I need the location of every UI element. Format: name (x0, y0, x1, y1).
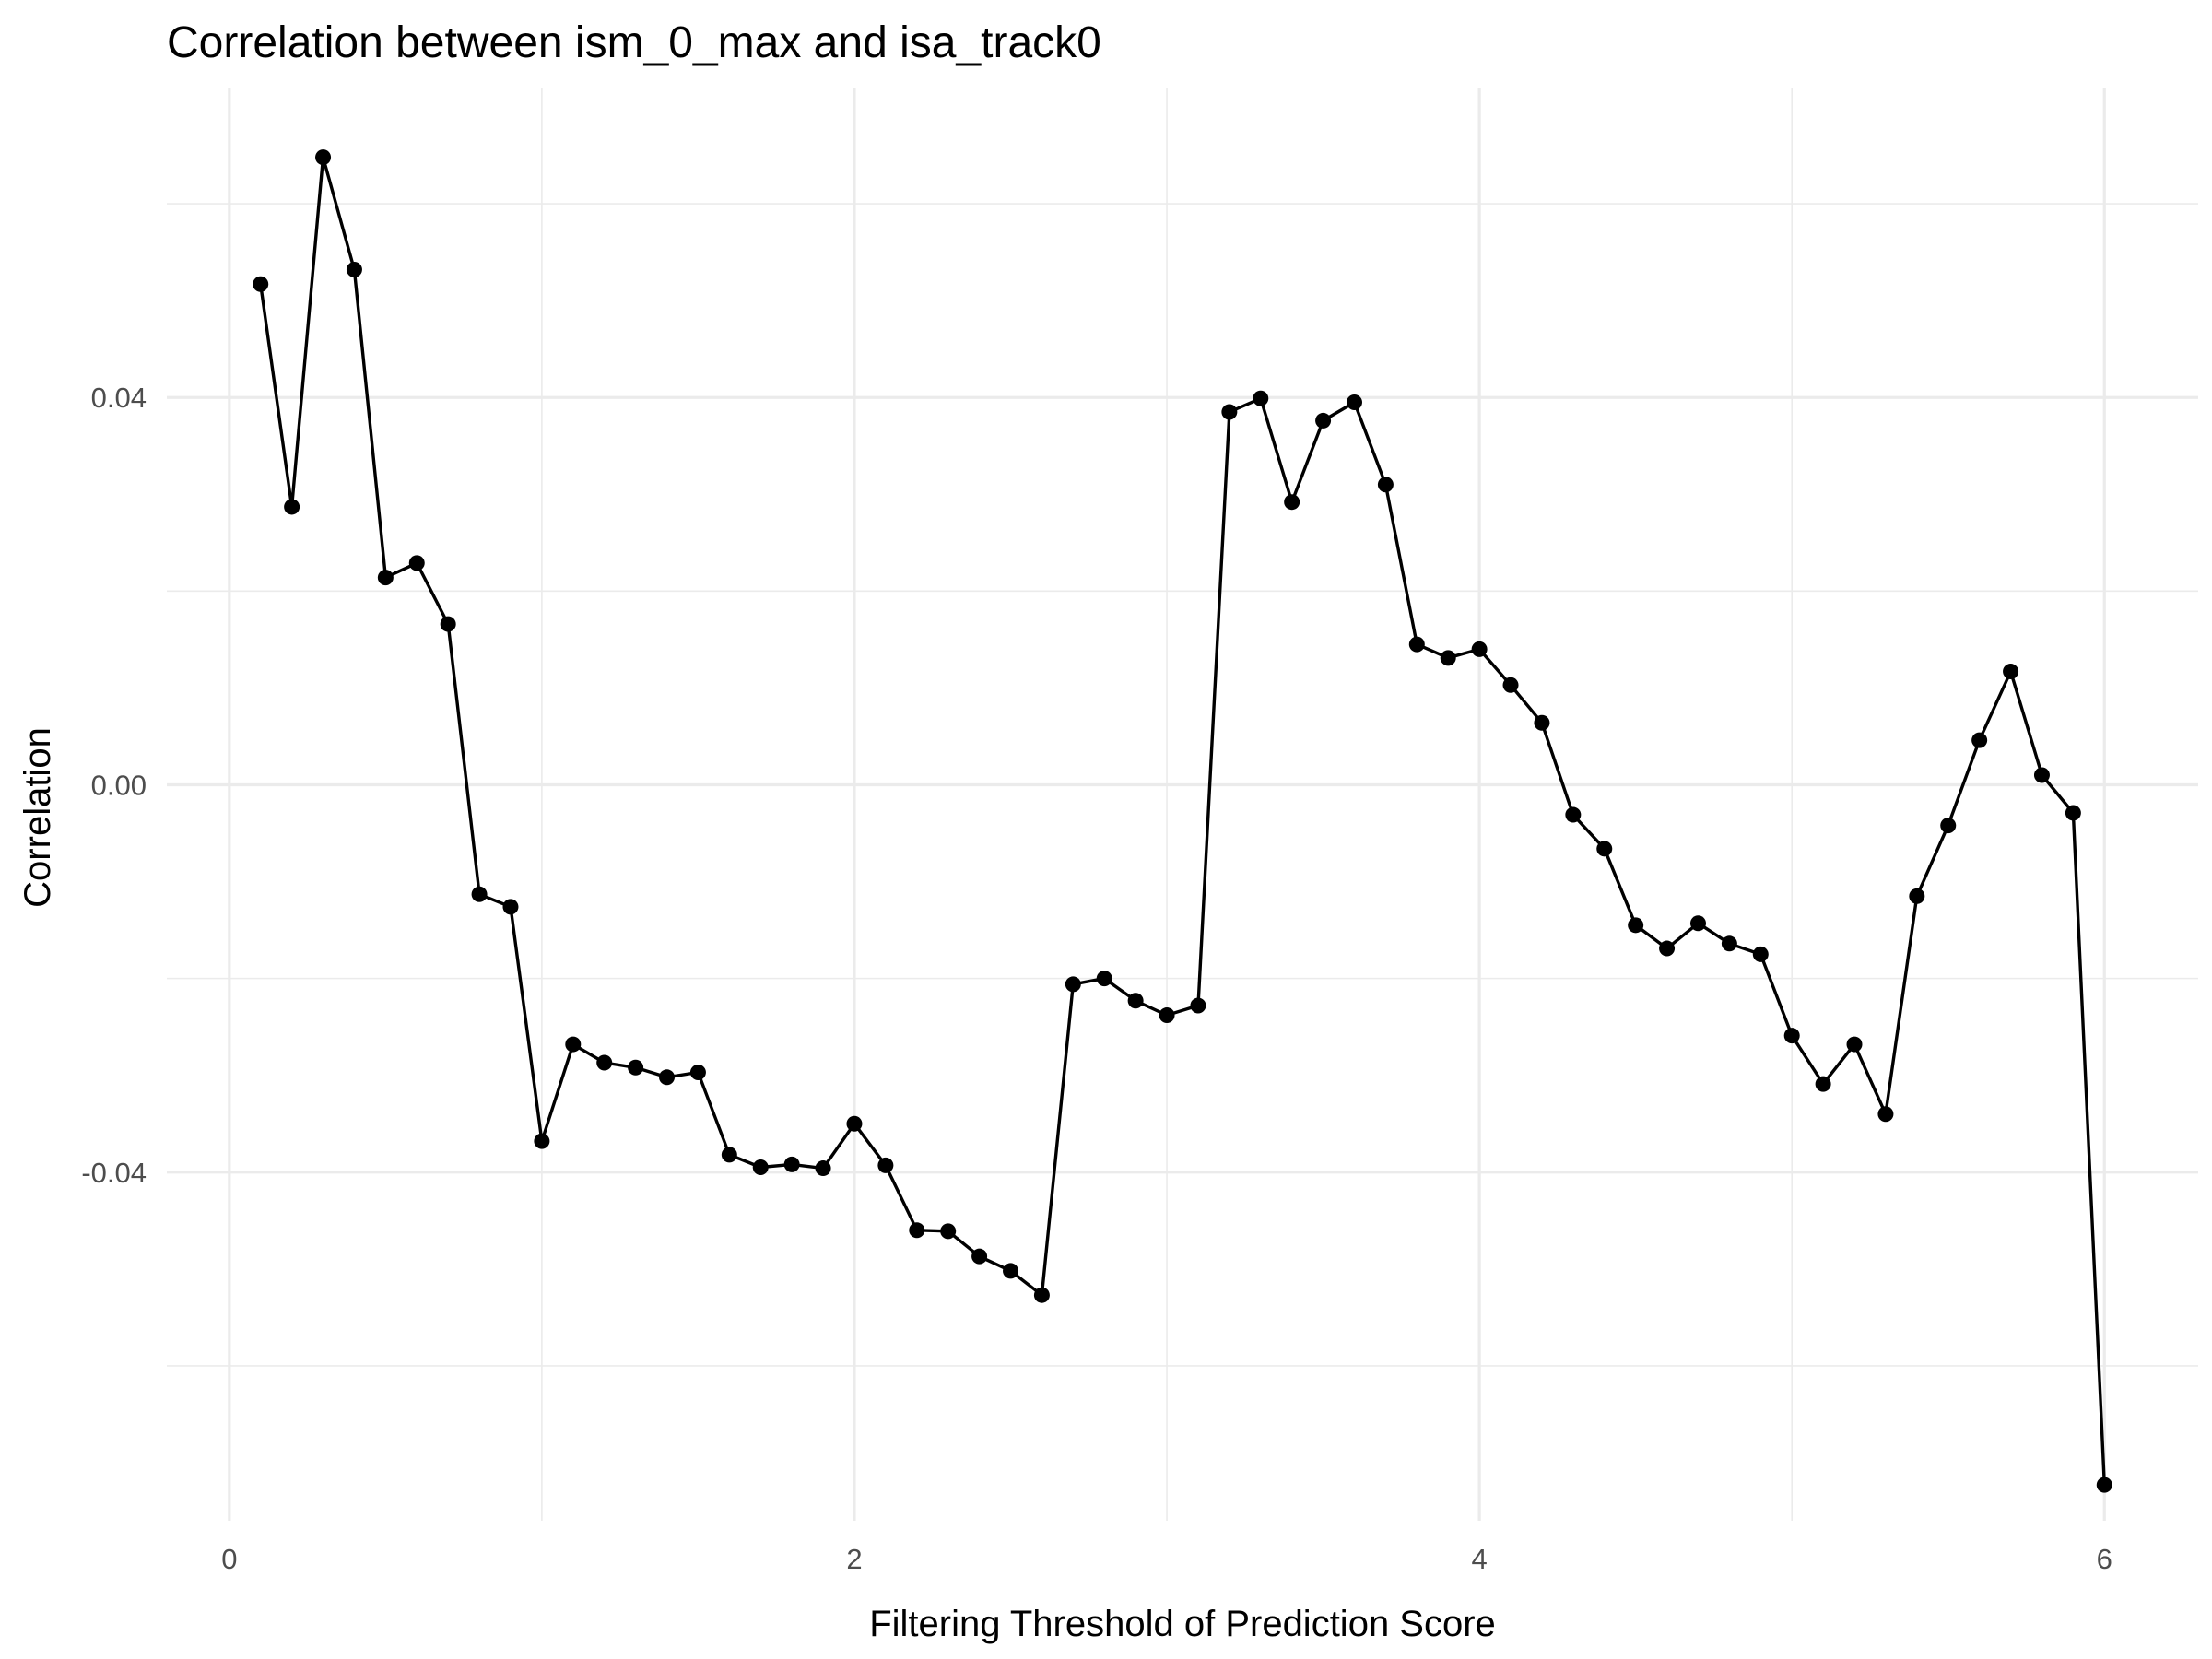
data-point (1502, 677, 1519, 693)
y-tick-label: 0.00 (91, 769, 147, 801)
data-point (565, 1036, 582, 1053)
data-point (1596, 841, 1613, 857)
data-point (689, 1065, 706, 1081)
data-point (1877, 1106, 1894, 1123)
data-point (377, 570, 394, 586)
data-point (2033, 767, 2050, 783)
data-point (1534, 714, 1550, 731)
data-point (1221, 404, 1238, 420)
data-point (1065, 976, 1081, 993)
data-point (284, 499, 300, 515)
data-point (1689, 915, 1706, 932)
data-point (346, 262, 362, 278)
data-point (1284, 494, 1300, 511)
data-point (909, 1222, 925, 1239)
data-point (1721, 935, 1737, 952)
x-tick-labels: 0 2 4 6 (221, 1543, 2112, 1575)
data-point (1190, 997, 1206, 1014)
data-point (1783, 1028, 1800, 1044)
data-point (2096, 1477, 2112, 1493)
data-point (940, 1223, 957, 1240)
data-point (1909, 888, 1925, 904)
x-tick-label: 0 (221, 1543, 237, 1575)
data-point (721, 1147, 737, 1163)
data-point (1971, 732, 1988, 748)
data-point (315, 149, 332, 166)
data-point (1096, 971, 1112, 987)
data-point (815, 1160, 831, 1177)
data-point (534, 1133, 550, 1149)
data-point (1159, 1007, 1175, 1024)
data-point (471, 886, 488, 902)
data-point (1377, 477, 1394, 493)
data-point (783, 1156, 800, 1172)
y-axis-title: Correlation (18, 727, 58, 908)
series-layer (253, 149, 2112, 1493)
data-point (1440, 650, 1456, 666)
x-tick-label: 4 (1471, 1543, 1487, 1575)
data-point (1003, 1263, 1019, 1279)
y-tick-label: 0.04 (91, 382, 147, 414)
data-point (1940, 818, 1957, 834)
major-grid (167, 88, 2198, 1521)
series-line (259, 155, 2106, 1486)
data-point (2065, 805, 2081, 821)
data-point (502, 899, 519, 915)
data-point (659, 1069, 676, 1086)
data-point (2003, 664, 2019, 680)
data-point (628, 1059, 644, 1076)
data-point (877, 1157, 894, 1173)
data-point (1253, 390, 1269, 406)
data-point (1628, 917, 1644, 934)
data-point (1408, 636, 1425, 653)
data-point (1346, 394, 1362, 410)
data-point (1471, 641, 1488, 657)
data-point (1752, 946, 1769, 962)
data-point (1846, 1036, 1863, 1053)
data-point (440, 616, 456, 632)
data-point (1659, 940, 1676, 957)
data-point (1315, 412, 1332, 429)
data-point (971, 1248, 988, 1265)
data-point (752, 1159, 769, 1176)
data-point (1565, 806, 1582, 823)
data-point (596, 1054, 613, 1071)
data-point (408, 555, 425, 571)
x-tick-label: 2 (846, 1543, 862, 1575)
x-axis-title: Filtering Threshold of Prediction Score (869, 1604, 1496, 1644)
minor-grid (167, 88, 2198, 1521)
y-tick-labels: -0.04 0.00 0.04 (81, 382, 147, 1189)
data-point (846, 1115, 863, 1132)
data-point (1815, 1076, 1831, 1092)
chart-title: Correlation between ism_0_max and isa_tr… (167, 18, 1101, 67)
data-point (1033, 1287, 1050, 1303)
y-tick-label: -0.04 (81, 1157, 147, 1189)
data-point (253, 276, 269, 292)
data-point (1127, 993, 1144, 1009)
x-tick-label: 6 (2097, 1543, 2112, 1575)
